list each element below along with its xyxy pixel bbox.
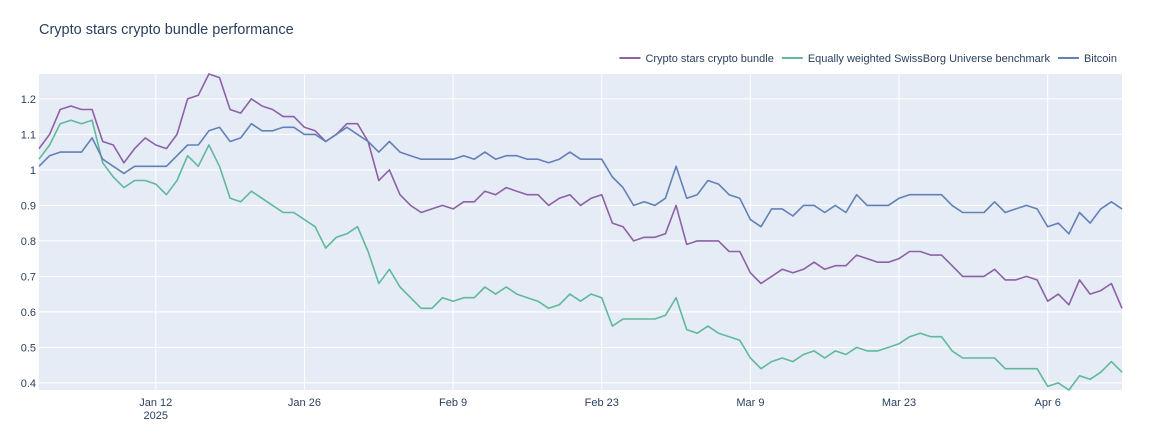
series-lines (38, 73, 1123, 391)
y-tick-label: 0.9 (21, 200, 36, 212)
chart-title: Crypto stars crypto bundle performance (39, 22, 294, 38)
x-tick-label: Mar 9 (736, 397, 764, 409)
x-tick-label: Jan 26 (288, 397, 321, 409)
y-tick-label: 1 (30, 165, 36, 177)
legend-item[interactable]: Bitcoin (1057, 53, 1117, 65)
y-tick-label: 0.7 (21, 271, 36, 283)
plot-background (39, 74, 1122, 390)
x-gridlines (155, 74, 1049, 390)
legend-label: Equally weighted SwissBorg Universe benc… (808, 53, 1051, 65)
series-line-3 (38, 122, 1123, 235)
x-tick-label: Feb 9 (439, 397, 467, 409)
series-line-2 (38, 119, 1123, 391)
x-tick-label: Apr 6 (1035, 397, 1061, 409)
legend-label: Crypto stars crypto bundle (645, 53, 773, 65)
y-tick-label: 0.6 (21, 307, 36, 319)
legend-label: Bitcoin (1084, 53, 1117, 65)
y-gridlines (39, 98, 1122, 384)
x-tick-label: Jan 12 (139, 397, 172, 409)
y-tick-label: 0.8 (21, 236, 36, 248)
y-tick-label: 1.2 (21, 94, 36, 106)
y-tick-label: 1.1 (21, 129, 36, 141)
x-tick-label: Feb 23 (585, 397, 619, 409)
series-line-1 (38, 73, 1123, 309)
y-tick-label: 0.4 (21, 378, 36, 390)
x-tick-sublabel: 2025 (144, 410, 168, 422)
x-tick-label: Mar 23 (882, 397, 916, 409)
y-tick-label: 0.5 (21, 342, 36, 354)
y-tick-labels: 0.4 0.5 0.6 0.7 0.8 0.9 1 1.1 1.2 (21, 94, 36, 390)
legend-item[interactable]: Crypto stars crypto bundle (619, 53, 774, 65)
legend-item[interactable]: Equally weighted SwissBorg Universe benc… (781, 53, 1051, 65)
legend[interactable]: Bitcoin Equally weighted SwissBorg Univer… (619, 53, 1117, 65)
